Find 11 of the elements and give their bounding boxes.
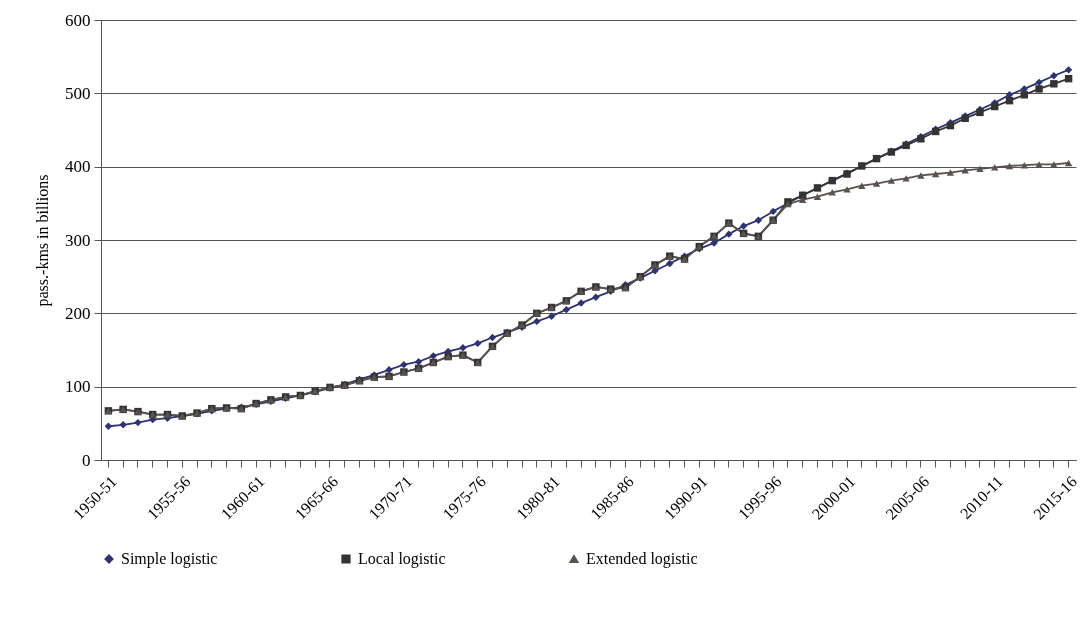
y-tick-label: 600 xyxy=(65,10,91,30)
y-tick-label: 100 xyxy=(65,377,91,397)
y-axis-title: pass.-kms in billions xyxy=(34,174,52,307)
y-tick-label: 500 xyxy=(65,83,91,103)
legend-label: Simple logistic xyxy=(121,550,218,568)
y-tick-label: 200 xyxy=(65,303,91,323)
legend-label: Local logistic xyxy=(358,550,446,568)
y-tick-label: 0 xyxy=(82,450,91,470)
y-tick-label: 300 xyxy=(65,230,91,250)
y-tick-label: 400 xyxy=(65,157,91,177)
legend-label: Extended logistic xyxy=(586,550,698,568)
